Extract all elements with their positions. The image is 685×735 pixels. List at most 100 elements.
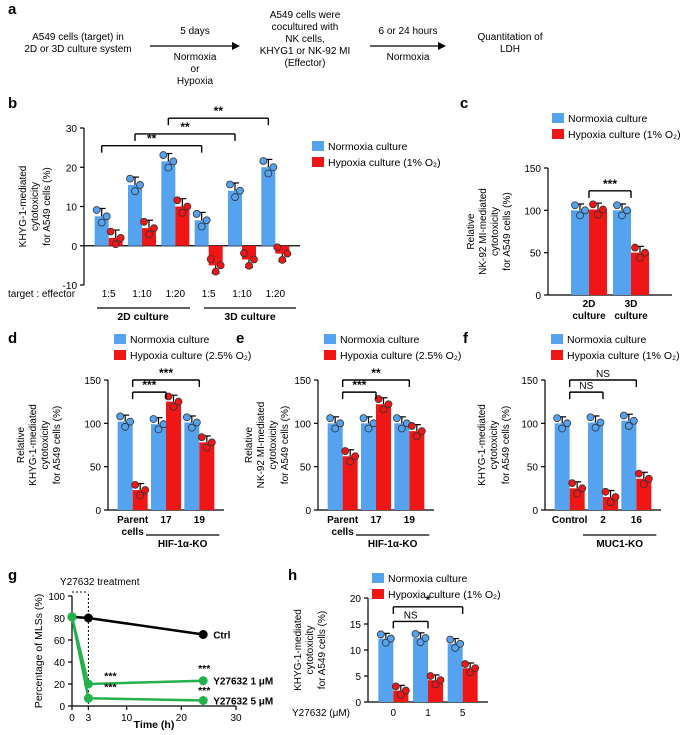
panel-e-bar-hypoxia bbox=[342, 456, 358, 510]
panel-e-sig-1-label: *** bbox=[352, 378, 366, 392]
panel-h-bar-hypoxia bbox=[462, 668, 478, 702]
panel-b-point-normoxia bbox=[231, 193, 239, 201]
panel-f-point-hypoxia bbox=[639, 480, 648, 488]
panel-f-ylabel: for A549 cells (%) bbox=[501, 406, 512, 484]
panel-d-point-normoxia bbox=[126, 417, 135, 426]
panel-h-point-normoxia bbox=[386, 634, 395, 643]
panel-h-ylabel: for A549 cells (%) bbox=[317, 611, 328, 689]
panel-c-point-hypoxia bbox=[641, 248, 649, 257]
panel-g-ytick-label: 20 bbox=[54, 680, 66, 691]
panel-e-ytick-label: 50 bbox=[300, 463, 312, 474]
panel-f-bar-normoxia bbox=[554, 423, 570, 510]
panel-b-category-label: 1:10 bbox=[232, 289, 252, 300]
panel-g-ytick-label: 80 bbox=[54, 614, 66, 625]
panel-e-bar-normoxia bbox=[394, 423, 410, 510]
panel-d-point-normoxia bbox=[149, 415, 158, 423]
panel-d-point-hypoxia bbox=[136, 491, 145, 500]
panel-h-point-hypoxia bbox=[436, 676, 445, 685]
panel-h-bar-normoxia bbox=[447, 643, 463, 702]
panel-d-ylabel: KHYG-1-mediated bbox=[28, 404, 39, 486]
panel-g-ytick-label: 0 bbox=[59, 702, 65, 713]
panel-b-ylabel: for A549 cells (%) bbox=[42, 167, 53, 245]
panel-h-point-hypoxia bbox=[431, 680, 440, 689]
panel-f-sig-1-label: NS bbox=[579, 381, 593, 392]
panel-b-letter: b bbox=[8, 95, 17, 112]
panel-g-ytick-label: 100 bbox=[48, 592, 65, 603]
panel-h-ytick-label: 5 bbox=[355, 672, 361, 683]
panel-b-point-normoxia bbox=[259, 157, 268, 165]
panel-e-point-normoxia bbox=[364, 424, 373, 433]
panel-b-point-hypoxia bbox=[273, 243, 282, 252]
panel-f-category-label: Control bbox=[552, 515, 588, 526]
panel-d-ylabel: for A549 cells (%) bbox=[52, 406, 63, 484]
panel-c-bar-hypoxia bbox=[589, 209, 607, 295]
panel-b-point-hypoxia bbox=[283, 249, 292, 258]
panel-b-ylabel: KHYG-1-mediated bbox=[18, 166, 29, 248]
panel-g-xtick-label: 10 bbox=[121, 713, 133, 724]
panel-b-ytick-label: 10 bbox=[66, 203, 78, 214]
panel-d: d 150 100 50 0 Relative KHYG-1-mediated cytotox… bbox=[8, 330, 251, 550]
panel-b-point-normoxia bbox=[226, 180, 234, 189]
panel-f-point-hypoxia bbox=[606, 498, 615, 507]
panel-b-category-label: 1:10 bbox=[132, 289, 152, 300]
panel-c-letter: c bbox=[460, 95, 468, 112]
panel-h-point-hypoxia bbox=[466, 668, 475, 677]
panel-d-category-label: cells bbox=[122, 527, 145, 538]
panel-h-point-hypoxia bbox=[471, 664, 480, 673]
panel-h-sig-2-label: * bbox=[426, 593, 431, 607]
panel-b-category-label: 1:20 bbox=[166, 289, 186, 300]
panel-e-point-normoxia bbox=[369, 419, 378, 428]
panel-h-ytick-label: 10 bbox=[350, 646, 362, 657]
panel-b-sig-2-label: ** bbox=[180, 120, 190, 134]
panel-f-bar-hypoxia bbox=[636, 478, 652, 510]
panel-f-point-normoxia bbox=[619, 411, 628, 420]
panel-g-annotation: Y27632 treatment bbox=[60, 577, 140, 588]
panel-a: a A549 cells (target) in 2D or 3D cultur… bbox=[8, 1, 543, 87]
panel-b-point-hypoxia bbox=[150, 224, 158, 232]
panel-e-point-hypoxia bbox=[379, 405, 388, 414]
panel-e-ytick-label: 100 bbox=[294, 419, 311, 430]
panel-b-point-hypoxia bbox=[106, 227, 115, 236]
panel-c-legend-swatch-hypoxia bbox=[552, 129, 564, 139]
panel-d-legend-label-normoxia: Normoxia culture bbox=[130, 334, 210, 346]
panel-h-bar-hypoxia bbox=[428, 680, 443, 702]
panel-d-category-label: 17 bbox=[160, 515, 172, 526]
panel-g-series-line bbox=[70, 616, 204, 686]
panel-g-point bbox=[83, 613, 93, 623]
panel-h-ylabel: KHYG-1-mediated bbox=[293, 609, 304, 691]
panel-f: f 150 100 50 0 KHYG-1-mediated cytotoxicity for… bbox=[463, 330, 680, 550]
panel-f-point-hypoxia bbox=[644, 474, 653, 483]
panel-f-ytick-label: 0 bbox=[532, 506, 538, 517]
panel-f-category-label: 16 bbox=[631, 515, 643, 526]
panel-b-row-label: target : effector bbox=[8, 289, 76, 300]
panel-a-box1-line1: A549 cells (target) in bbox=[32, 32, 124, 43]
panel-b-point-normoxia bbox=[192, 210, 201, 218]
panel-h-point-normoxia bbox=[411, 629, 420, 638]
panel-d-legend-label-hypoxia: Hypoxia culture (2.5% O₂) bbox=[130, 350, 251, 362]
panel-d-sig-2-label: *** bbox=[159, 366, 173, 380]
panel-g-xlabel: Time (h) bbox=[134, 719, 175, 731]
panel-h-point-hypoxia bbox=[461, 660, 470, 668]
panel-e-ylabel: cytotoxicity bbox=[268, 421, 279, 470]
panel-c-point-hypoxia bbox=[631, 243, 639, 252]
panel-d-ylabel: cytotoxicity bbox=[40, 421, 51, 470]
panel-b-group-label-3d: 3D culture bbox=[224, 311, 276, 323]
panel-c-point-normoxia bbox=[613, 201, 621, 210]
panel-e-bar-normoxia bbox=[327, 423, 343, 510]
panel-e-ylabel: NK-92 MI-mediated bbox=[256, 402, 267, 489]
panel-b-point-hypoxia bbox=[278, 255, 287, 264]
panel-d-point-normoxia bbox=[182, 413, 191, 422]
panel-c-point-normoxia bbox=[576, 211, 584, 220]
panel-h-point-normoxia bbox=[381, 638, 390, 647]
panel-d-point-hypoxia bbox=[174, 397, 183, 406]
panel-h-legend-swatch-hypoxia bbox=[372, 589, 384, 599]
panel-h-point-hypoxia bbox=[426, 672, 435, 680]
panel-g-series-line bbox=[70, 616, 204, 702]
panel-c-ylabel: for A549 cells (%) bbox=[502, 192, 513, 270]
panel-f-ytick-label: 50 bbox=[527, 463, 539, 474]
panel-b-point-normoxia bbox=[131, 187, 139, 196]
panel-h-ylabel: cytotoxicity bbox=[305, 626, 316, 675]
panel-a-box2-line1: A549 cells were bbox=[270, 10, 341, 21]
